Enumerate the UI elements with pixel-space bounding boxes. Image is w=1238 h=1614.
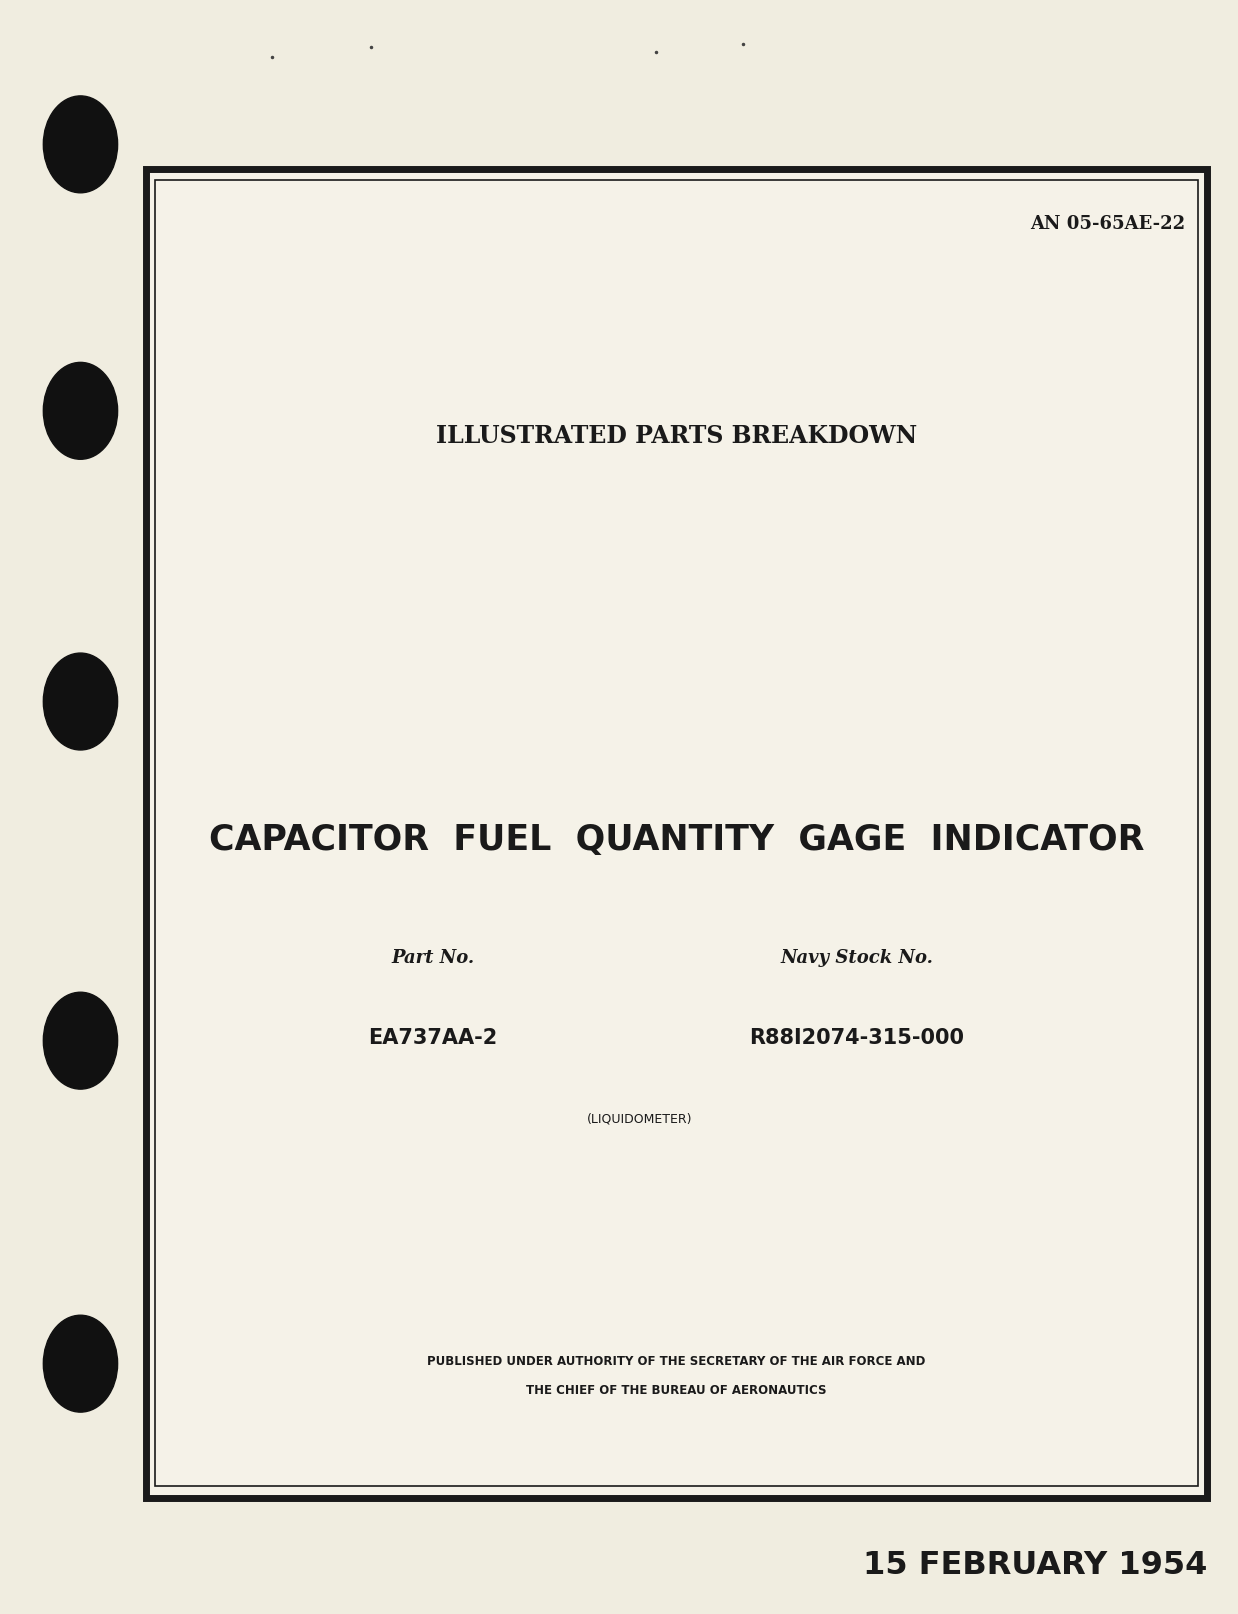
Text: Navy Stock No.: Navy Stock No.	[780, 947, 933, 967]
Text: R88I2074-315-000: R88I2074-315-000	[749, 1028, 964, 1047]
Circle shape	[43, 363, 118, 460]
Text: PUBLISHED UNDER AUTHORITY OF THE SECRETARY OF THE AIR FORCE AND: PUBLISHED UNDER AUTHORITY OF THE SECRETA…	[427, 1354, 926, 1367]
Bar	[155, 181, 1198, 1486]
Text: Part No.: Part No.	[391, 947, 474, 967]
Circle shape	[43, 97, 118, 194]
Text: (LIQUIDOMETER): (LIQUIDOMETER)	[587, 1112, 692, 1125]
Circle shape	[43, 1315, 118, 1412]
Bar	[146, 169, 1207, 1498]
Text: CAPACITOR  FUEL  QUANTITY  GAGE  INDICATOR: CAPACITOR FUEL QUANTITY GAGE INDICATOR	[209, 822, 1144, 857]
Text: 15 FEBRUARY 1954: 15 FEBRUARY 1954	[863, 1549, 1207, 1580]
Text: EA737AA-2: EA737AA-2	[368, 1028, 498, 1047]
Text: ILLUSTRATED PARTS BREAKDOWN: ILLUSTRATED PARTS BREAKDOWN	[436, 424, 917, 447]
Text: THE CHIEF OF THE BUREAU OF AERONAUTICS: THE CHIEF OF THE BUREAU OF AERONAUTICS	[526, 1383, 827, 1396]
Text: AN 05-65AE-22: AN 05-65AE-22	[1030, 215, 1185, 232]
Bar	[146, 169, 1207, 1498]
Circle shape	[43, 993, 118, 1089]
Circle shape	[43, 654, 118, 751]
